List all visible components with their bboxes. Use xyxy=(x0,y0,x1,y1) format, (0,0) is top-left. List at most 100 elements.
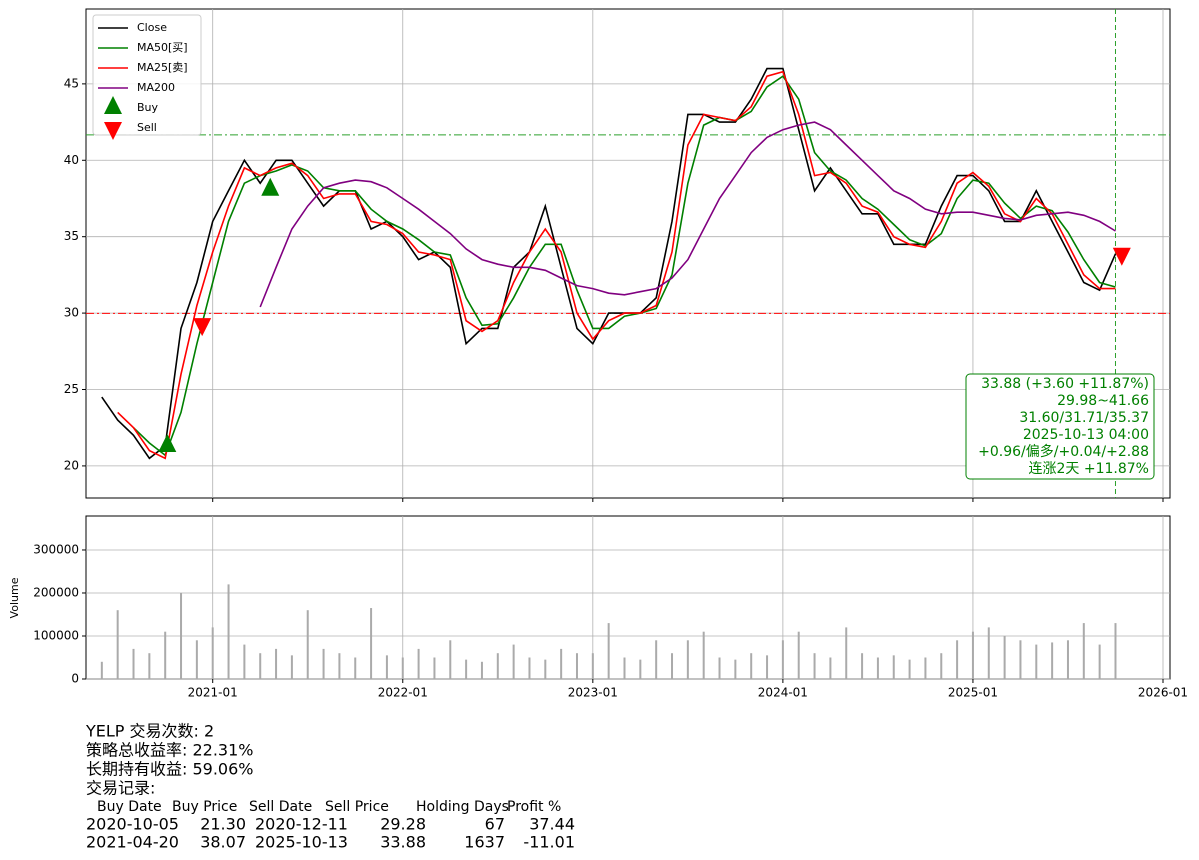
legend-label: Sell xyxy=(137,121,157,134)
y-axis-label: Volume xyxy=(8,577,21,618)
volume-bar xyxy=(671,653,674,679)
volume-bar xyxy=(290,655,293,679)
volume-bar xyxy=(227,584,230,679)
legend-label: Close xyxy=(137,21,167,34)
volume-bar xyxy=(702,631,705,679)
table-header: Profit % xyxy=(507,799,561,815)
table-cell: 21.30 xyxy=(200,815,246,834)
legend-label: MA200 xyxy=(137,81,175,94)
volume-bar xyxy=(354,657,357,679)
volume-bar xyxy=(132,648,135,679)
volume-bar xyxy=(766,655,769,679)
x-tick-label: 2023-01 xyxy=(568,686,618,700)
table-cell: 2021-04-20 xyxy=(86,833,179,852)
volume-bar xyxy=(338,653,341,679)
table-cell: 67 xyxy=(485,815,505,834)
table-cell: 37.44 xyxy=(529,815,575,834)
annotation-line: 29.98~41.66 xyxy=(1057,393,1149,409)
y-tick-label: 300000 xyxy=(33,542,79,556)
summary-line: YELP 交易次数: 2 xyxy=(85,722,214,741)
table-header: Sell Price xyxy=(325,799,389,815)
table-cell: 29.28 xyxy=(380,815,426,834)
volume-bar xyxy=(1019,640,1022,679)
annotation-line: 连涨2天 +11.87% xyxy=(1029,461,1149,477)
x-tick-label: 2022-01 xyxy=(378,686,428,700)
table-header: Buy Date xyxy=(97,799,162,815)
y-tick-label: 30 xyxy=(64,306,79,320)
volume-bar xyxy=(797,631,800,679)
volume-bar xyxy=(876,657,879,679)
volume-bar xyxy=(259,653,262,679)
x-tick-label: 2025-01 xyxy=(948,686,998,700)
annotation-line: +0.96/偏多/+0.04/+2.88 xyxy=(978,443,1149,460)
legend-label: Buy xyxy=(137,101,159,114)
volume-bar xyxy=(734,659,737,679)
legend-label: MA25[卖] xyxy=(137,61,188,74)
annotation-box xyxy=(965,373,1155,480)
annotation-line: 2025-10-13 04:00 xyxy=(1023,427,1149,443)
volume-bar xyxy=(686,640,689,679)
volume-bar xyxy=(1003,635,1006,679)
x-tick-label: 2021-01 xyxy=(188,686,238,700)
y-tick-label: 35 xyxy=(64,229,79,243)
volume-bar xyxy=(401,657,404,679)
summary-line: 交易记录: xyxy=(86,779,155,798)
annotation-line: 33.88 (+3.60 +11.87%) xyxy=(981,376,1149,392)
volume-bar xyxy=(607,623,610,679)
y-tick-label: 200000 xyxy=(33,585,79,599)
buy-marker xyxy=(158,434,177,453)
volume-bar xyxy=(1114,623,1117,679)
volume-bar xyxy=(639,659,642,679)
volume-bar xyxy=(623,657,626,679)
price-line xyxy=(259,121,1116,308)
volume-bar xyxy=(385,655,388,679)
volume-bar xyxy=(781,640,784,679)
table-cell: 38.07 xyxy=(200,833,246,852)
volume-bar xyxy=(718,657,721,679)
table-header: Buy Price xyxy=(172,799,237,815)
volume-bar xyxy=(1098,644,1101,679)
volume-bar xyxy=(940,653,943,679)
x-tick-label: 2024-01 xyxy=(758,686,808,700)
table-cell: 2020-10-05 xyxy=(86,815,179,834)
y-tick-label: 20 xyxy=(64,458,79,472)
x-tick-label: 2026-01 xyxy=(1138,686,1188,700)
summary-line: 长期持有收益: 59.06% xyxy=(86,760,254,779)
table-cell: 2025-10-13 xyxy=(255,833,348,852)
volume-bar xyxy=(1035,644,1038,679)
y-tick-label: 40 xyxy=(64,153,79,167)
y-tick-label: 25 xyxy=(64,382,79,396)
legend-label: MA50[买] xyxy=(137,41,188,54)
volume-bar xyxy=(591,653,594,679)
volume-bar xyxy=(750,653,753,679)
volume-bar xyxy=(892,655,895,679)
volume-bar xyxy=(528,657,531,679)
volume-bar xyxy=(322,648,325,679)
legend-swatch xyxy=(104,96,122,114)
volume-bar xyxy=(449,640,452,679)
y-tick-label: 100000 xyxy=(33,628,79,642)
volume-bar xyxy=(370,608,373,679)
table-cell: 2020-12-11 xyxy=(255,815,348,834)
volume-bar xyxy=(148,653,151,679)
volume-bar xyxy=(956,640,959,679)
volume-bar xyxy=(1082,623,1085,679)
price-line xyxy=(101,67,1117,460)
volume-bar xyxy=(480,661,483,679)
table-header: Sell Date xyxy=(249,799,312,815)
table-cell: 1637 xyxy=(464,833,505,852)
legend-box xyxy=(92,14,202,136)
volume-bar xyxy=(655,640,658,679)
table-cell: 33.88 xyxy=(380,833,426,852)
sell-marker xyxy=(193,318,212,337)
volume-bar xyxy=(908,659,911,679)
volume-frame xyxy=(85,515,1171,680)
volume-bar xyxy=(100,661,103,679)
price-frame xyxy=(85,8,1171,499)
volume-bar xyxy=(465,659,468,679)
y-tick-label: 0 xyxy=(71,672,79,686)
volume-bar xyxy=(861,653,864,679)
sell-marker xyxy=(1112,247,1131,266)
volume-bar xyxy=(306,610,309,679)
volume-bar xyxy=(1051,642,1054,679)
